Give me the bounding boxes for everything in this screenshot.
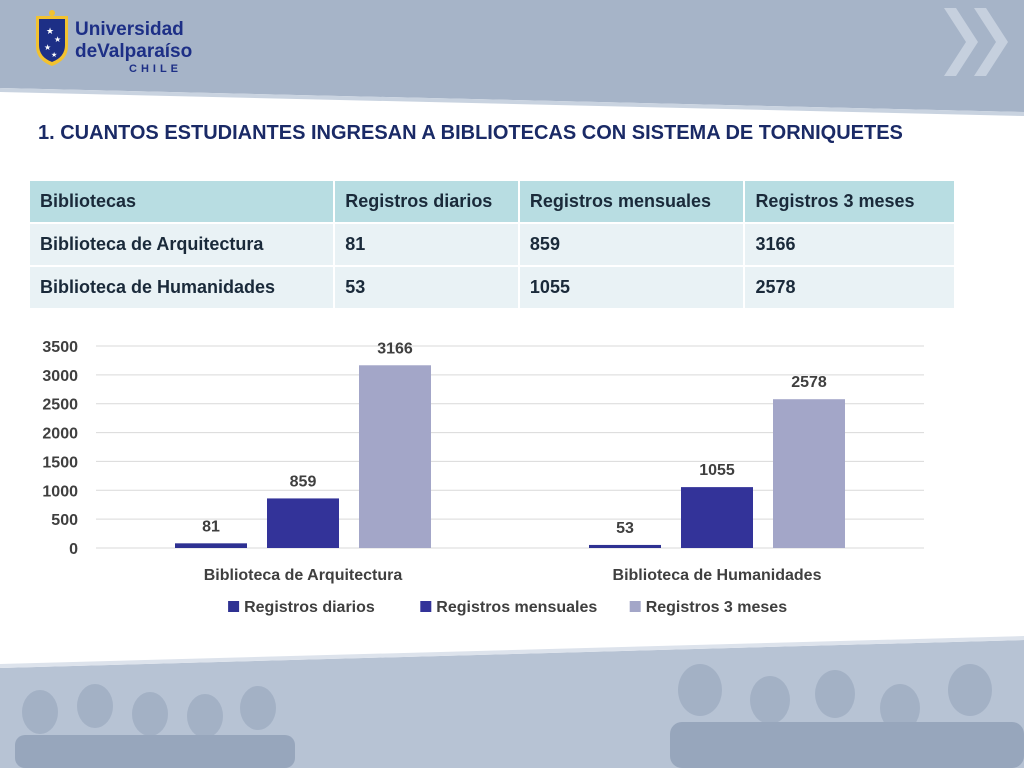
x-tick-label: Biblioteca de Humanidades — [613, 567, 822, 584]
y-tick-label: 1500 — [42, 454, 78, 471]
table-row: Biblioteca de Humanidades 53 1055 2578 — [27, 265, 956, 310]
page-title: 1. CUANTOS ESTUDIANTES INGRESAN A BIBLIO… — [38, 122, 903, 144]
svg-text:★: ★ — [51, 51, 57, 59]
table-cell: 859 — [517, 222, 746, 267]
y-tick-label: 1000 — [42, 483, 78, 500]
data-label: 2578 — [791, 374, 827, 391]
logo-line-2: deValparaíso — [75, 41, 193, 62]
y-tick-label: 2500 — [42, 397, 78, 414]
legend-label: Registros 3 meses — [646, 599, 788, 616]
header-cell: Registros diarios — [333, 179, 520, 224]
bar — [359, 365, 431, 548]
svg-text:★: ★ — [46, 27, 54, 37]
header-cell: Registros 3 meses — [743, 179, 956, 224]
y-tick-label: 3500 — [42, 339, 78, 356]
legend-label: Registros diarios — [244, 599, 375, 616]
bar — [589, 544, 661, 548]
svg-text:★: ★ — [54, 35, 61, 44]
bar-chart: 0 500 1000 1500 2000 2500 3000 3500 81 859 3166 Bib… — [42, 339, 924, 616]
x-tick-label: Biblioteca de Arquitectura — [204, 567, 403, 584]
y-tick-label: 2000 — [42, 426, 78, 443]
footer-photo-band — [0, 620, 1024, 768]
data-label: 1055 — [699, 462, 735, 479]
data-label: 3166 — [377, 340, 413, 357]
table-cell: 1055 — [517, 265, 746, 310]
y-tick-label: 0 — [69, 541, 78, 558]
table-cell: Biblioteca de Arquitectura — [27, 222, 336, 267]
data-label: 81 — [202, 518, 220, 535]
bar — [267, 498, 339, 548]
header-cell: Registros mensuales — [517, 179, 746, 224]
university-logo: ★ ★ ★ ★ Universidad deValparaíso CHILE — [34, 10, 192, 76]
data-table: Bibliotecas Registros diarios Registros … — [27, 179, 956, 310]
legend-label: Registros mensuales — [436, 599, 597, 616]
bar — [773, 399, 845, 548]
svg-text:★: ★ — [44, 43, 51, 52]
y-tick-label: 3000 — [42, 368, 78, 385]
data-label: 53 — [616, 520, 634, 537]
bar — [681, 487, 753, 548]
table-row: Biblioteca de Arquitectura 81 859 3166 — [27, 222, 956, 267]
logo-line-1: Universidad — [75, 19, 184, 40]
table-cell: 3166 — [743, 222, 956, 267]
data-label: 859 — [290, 473, 317, 490]
table-header-row: Bibliotecas Registros diarios Registros … — [27, 179, 956, 224]
shield-icon: ★ ★ ★ ★ — [36, 10, 68, 66]
double-chevron-right-icon — [944, 8, 1008, 76]
table-cell: Biblioteca de Humanidades — [27, 265, 336, 310]
legend-swatch — [420, 601, 432, 612]
header-band — [0, 0, 1024, 116]
table-cell: 2578 — [743, 265, 956, 310]
legend-swatch — [629, 601, 641, 612]
legend-swatch — [228, 601, 240, 612]
table-cell: 53 — [333, 265, 520, 310]
bar — [175, 543, 247, 548]
table-cell: 81 — [333, 222, 520, 267]
logo-line-3: CHILE — [129, 63, 182, 75]
y-tick-label: 500 — [51, 512, 78, 529]
header-cell: Bibliotecas — [27, 179, 336, 224]
